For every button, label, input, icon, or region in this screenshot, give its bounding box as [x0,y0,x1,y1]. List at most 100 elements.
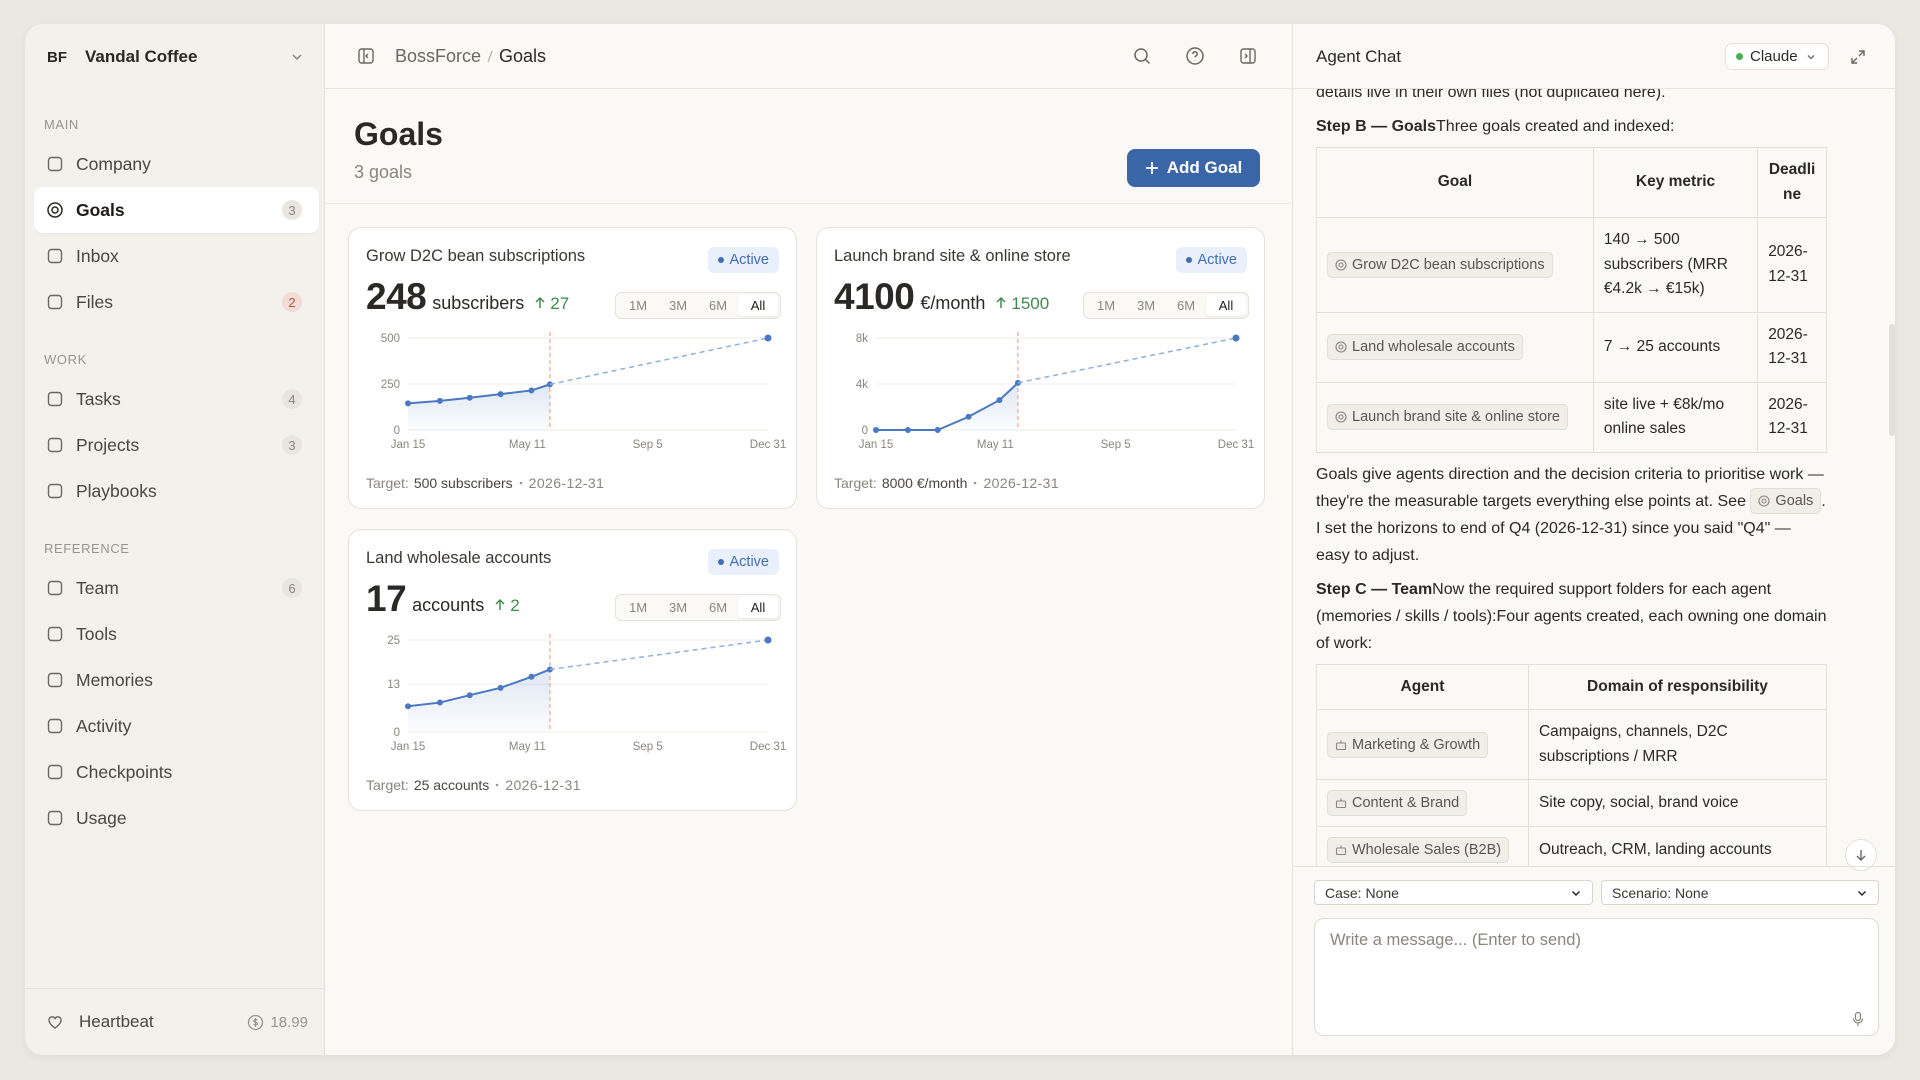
chip[interactable]: Land wholesale accounts [1327,334,1523,360]
goals-table: Goal Key metric Deadline Grow D2C bean subs… [1316,147,1827,453]
icon [47,718,63,734]
chip[interactable]: Launch brand site & online store [1327,404,1568,430]
heartbeat-row[interactable]: Heartbeat 18.99 [25,988,325,1055]
goals-link-chip[interactable]: Goals [1750,488,1822,515]
breadcrumb-current: Goals [499,45,547,66]
paragraph: Step B — GoalsThree goals created and in… [1316,113,1827,140]
range-selector: 1M 3M 6M All [615,594,781,621]
chat-panel: Agent Chat Claude details live in their … [1293,24,1895,1055]
icon-shape [47,718,63,734]
y-tick-label: 25 [387,635,400,647]
page-title: Goals [354,116,443,152]
icon-shape [47,202,63,218]
nav-label: Projects [76,434,140,455]
nav-item[interactable]: Tools [34,611,319,657]
divider [325,203,1293,204]
add-goal-button[interactable]: Add Goal [1127,149,1260,187]
range-option[interactable]: 6M [1176,298,1196,313]
model-select[interactable]: Claude [1725,43,1829,70]
nav-item[interactable]: Playbooks [34,468,319,514]
mic-button[interactable] [1850,1011,1866,1027]
series-line [1017,337,1237,384]
status-pill: Active [707,549,779,575]
scroll-down-button[interactable] [1845,839,1877,871]
sidebar-toggle[interactable] [357,47,375,65]
nav-item[interactable]: Memories [34,657,319,703]
nav-item[interactable]: Checkpoints [34,749,319,795]
table-cell: Site copy, social, brand voice [1527,779,1828,827]
nav-label: Tools [76,623,117,644]
data-point [873,427,879,433]
data-point [528,387,535,394]
nav-item[interactable]: Tasks 4 [34,376,319,422]
goal-card[interactable]: 0 13 25 Jan 15 May 11 Sep 5 Dec 31 Land wholesa… [348,529,797,811]
range-option[interactable]: 6M [708,298,728,313]
x-tick-label: Jan 15 [859,439,894,451]
chip[interactable]: Grow D2C bean subscriptions [1327,251,1553,278]
scrollbar-thumb[interactable] [1889,324,1895,436]
scenario-select[interactable]: Scenario: None [1601,880,1879,905]
delta-value: 27 [550,294,570,313]
table-cell: Campaigns, channels, D2C subscriptions /… [1527,709,1828,780]
arrow-down [1856,850,1866,861]
range-option[interactable]: 3M [1136,298,1156,313]
header-cell: Key metric [1592,147,1759,218]
nav-item[interactable]: Company [34,141,319,187]
chip[interactable]: Content & Brand [1327,790,1468,816]
chip[interactable]: Marketing & Growth [1327,731,1489,758]
range-option[interactable]: All [738,295,778,316]
target-deadline: 2026-12-31 [505,777,581,793]
breadcrumb[interactable]: BossForce [395,45,482,66]
chip-icon [1335,798,1347,809]
nav-label: Checkpoints [76,761,173,782]
badge: 2 [282,292,302,312]
range-option[interactable]: 1M [1096,298,1116,313]
help-button[interactable] [1185,46,1205,66]
table-cell: 140 → 500 subscribers (MRR €4.2k → €15k) [1592,217,1759,313]
icon-shape [1335,847,1347,856]
goal-title: Land wholesale accounts [366,549,552,567]
nav-item[interactable]: Files 2 [34,279,319,325]
chip[interactable]: Wholesale Sales (B2B) [1327,837,1510,863]
range-option[interactable]: 3M [668,600,688,615]
goal-card[interactable]: 0 4k 8k Jan 15 May 11 Sep 5 Dec 31 Launch brand… [816,227,1265,509]
range-option[interactable]: 6M [708,600,728,615]
x-tick-label: Jan 15 [391,439,426,451]
arrow-shape [495,598,505,610]
nav-item[interactable]: Inbox [34,233,319,279]
model-name: Claude [1750,48,1798,65]
range-option[interactable]: 1M [628,600,648,615]
icon-shape [1335,411,1347,423]
data-point [405,703,411,710]
range-option[interactable]: 1M [628,298,648,313]
workspace-switcher[interactable]: BF Vandal Coffee [25,42,325,72]
data-point [934,427,941,433]
range-option[interactable]: 3M [668,298,688,313]
nav-item[interactable]: Team 6 [34,565,319,611]
chat-title: Agent Chat [1316,47,1402,66]
icon-shape [1339,845,1343,852]
series-line [407,668,551,708]
nav-item[interactable]: Projects 3 [34,422,319,468]
nav-item[interactable]: Activity [34,703,319,749]
goal-card[interactable]: 0 250 500 Jan 15 May 11 Sep 5 Dec 31 Grow D2C b… [348,227,797,509]
step-text: Now the required support folders for eac… [1316,580,1827,652]
case-select[interactable]: Case: None [1314,880,1593,905]
nav-item[interactable]: Goals 3 [34,187,319,233]
target-value: 8000 €/month [881,475,968,491]
agents-table: Agent Domain of responsibility Marketing &… [1316,663,1828,866]
range-option[interactable]: All [738,597,778,618]
table-row: Land wholesale accounts 7 → 25 accounts 20… [1316,311,1827,383]
expand-button[interactable] [1849,48,1867,66]
search-button[interactable] [1132,46,1152,66]
panel-toggle[interactable] [1238,46,1258,66]
delta: 27 [534,294,569,314]
range-option[interactable]: All [1206,295,1246,316]
text: Goals give agents direction and the deci… [1316,465,1824,510]
nav-item[interactable]: Usage [34,795,319,841]
section-label: WORK [44,352,87,367]
icon-shape [47,764,63,780]
header-cell: Deadline [1757,147,1827,218]
status-label: Active [1197,252,1238,268]
message-input[interactable]: Write a message... (Enter to send) [1314,918,1879,1036]
